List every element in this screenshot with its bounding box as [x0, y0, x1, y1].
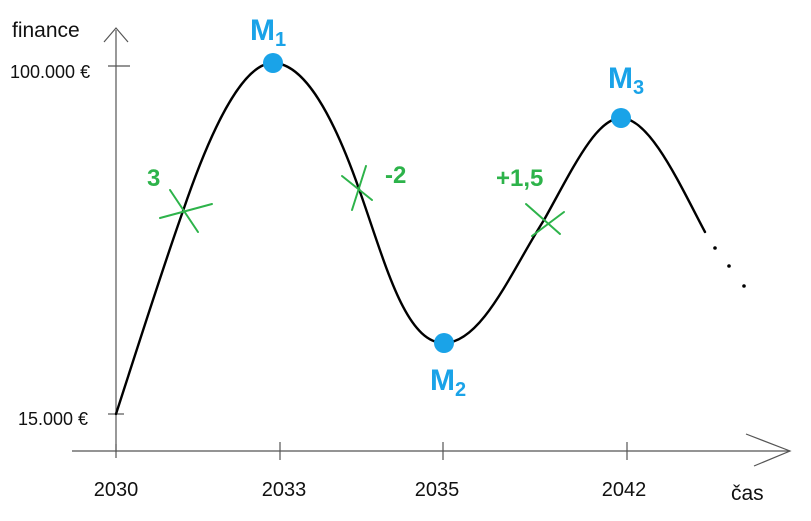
extremum-letter: M: [430, 364, 455, 397]
x-tick-label: 2042: [602, 479, 647, 501]
extremum-subscript: 1: [275, 29, 286, 51]
slope-label-1: 3: [147, 165, 160, 192]
x-axis-arrow: [745, 433, 792, 467]
x-tick-label: 2033: [262, 479, 307, 501]
inflection-mark-3: [525, 203, 565, 237]
inflection-cross-stroke: [159, 203, 213, 219]
extremum-label-3: M3: [608, 62, 644, 99]
y-axis-arrow: [103, 27, 129, 43]
slope-label-2: -2: [385, 162, 406, 189]
continuation-dot: [727, 264, 731, 268]
continuation-dot: [742, 284, 746, 288]
tick-marks: [108, 65, 628, 460]
extremum-letter: M: [608, 62, 633, 95]
y-tick-label: 15.000 €: [18, 409, 88, 429]
extremum-point-2: [434, 333, 454, 353]
inflection-cross-stroke: [525, 203, 561, 235]
extremum-point-3: [611, 108, 631, 128]
inflection-cross-stroke: [531, 211, 565, 237]
inflection-mark-2: [341, 165, 373, 211]
inflection-cross-stroke: [341, 175, 373, 201]
extremum-label-2: M2: [430, 364, 466, 401]
axes: [72, 27, 792, 467]
x-axis-title: čas: [731, 482, 764, 505]
x-tick-label: 2035: [415, 479, 460, 501]
x-tick-label: 2030: [94, 479, 139, 501]
extremum-subscript: 3: [633, 77, 644, 99]
y-axis-title: finance: [12, 19, 80, 42]
slope-label-3: +1,5: [496, 165, 543, 192]
inflection-cross-stroke: [351, 165, 367, 211]
extremum-point-1: [263, 53, 283, 73]
extremum-label-1: M1: [250, 14, 286, 51]
continuation-dots: [713, 246, 746, 288]
y-tick-label: 100.000 €: [10, 62, 90, 82]
extremum-subscript: 2: [455, 379, 466, 401]
extremum-letter: M: [250, 14, 275, 47]
inflection-mark-1: [159, 189, 213, 233]
series-line: [114, 61, 707, 416]
continuation-dot: [713, 246, 717, 250]
